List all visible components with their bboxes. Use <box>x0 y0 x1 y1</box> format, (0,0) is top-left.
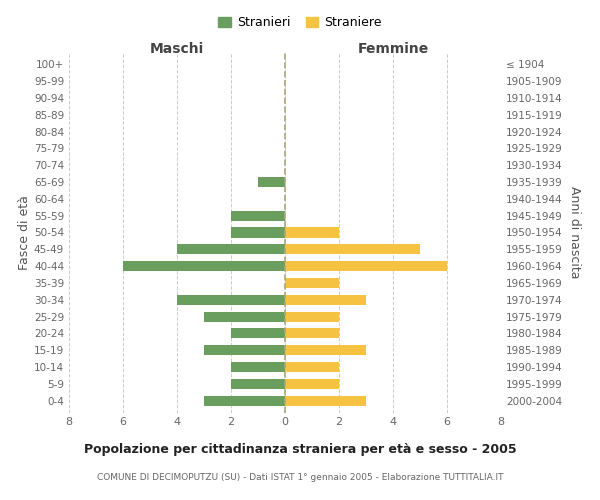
Bar <box>231 362 285 372</box>
Bar <box>285 294 366 305</box>
Bar <box>204 312 285 322</box>
Bar <box>231 210 285 220</box>
Legend: Stranieri, Straniere: Stranieri, Straniere <box>213 11 387 34</box>
Bar <box>285 312 339 322</box>
Bar <box>285 261 447 271</box>
Bar <box>258 177 285 187</box>
Text: COMUNE DI DECIMOPUTZU (SU) - Dati ISTAT 1° gennaio 2005 - Elaborazione TUTTITALI: COMUNE DI DECIMOPUTZU (SU) - Dati ISTAT … <box>97 472 503 482</box>
Bar <box>285 278 339 288</box>
Bar <box>204 345 285 356</box>
Bar <box>123 261 285 271</box>
Bar <box>285 228 339 237</box>
Bar <box>177 294 285 305</box>
Y-axis label: Anni di nascita: Anni di nascita <box>568 186 581 279</box>
Bar <box>285 244 420 254</box>
Y-axis label: Fasce di età: Fasce di età <box>18 195 31 270</box>
Text: Popolazione per cittadinanza straniera per età e sesso - 2005: Popolazione per cittadinanza straniera p… <box>83 442 517 456</box>
Text: Femmine: Femmine <box>358 42 428 56</box>
Bar <box>231 379 285 389</box>
Bar <box>204 396 285 406</box>
Bar <box>231 328 285 338</box>
Bar <box>285 345 366 356</box>
Bar <box>285 396 366 406</box>
Bar <box>285 379 339 389</box>
Bar <box>285 362 339 372</box>
Bar <box>285 328 339 338</box>
Text: Maschi: Maschi <box>150 42 204 56</box>
Bar <box>231 228 285 237</box>
Bar <box>177 244 285 254</box>
